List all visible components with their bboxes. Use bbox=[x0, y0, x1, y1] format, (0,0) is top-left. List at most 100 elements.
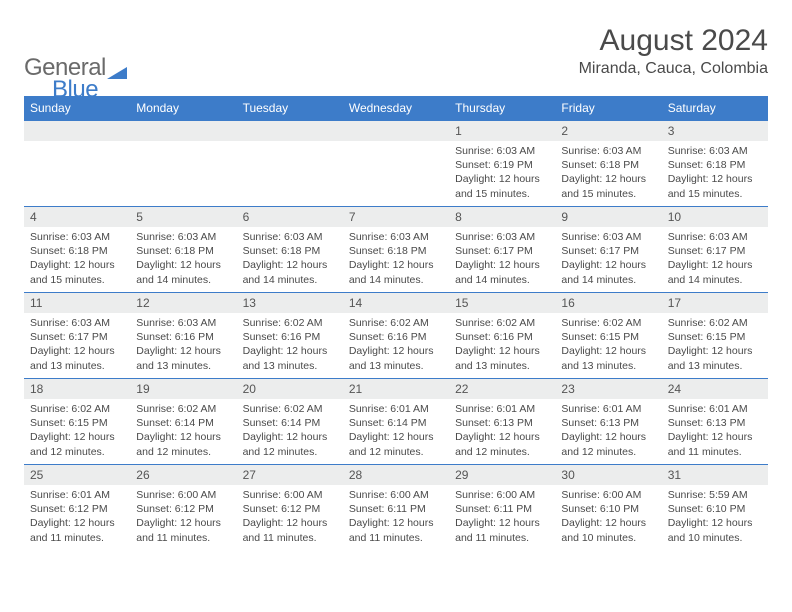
sunset-text: Sunset: 6:19 PM bbox=[455, 158, 549, 172]
day-number: 16 bbox=[555, 293, 661, 313]
sunrise-text: Sunrise: 6:02 AM bbox=[30, 402, 124, 416]
calendar-cell: 27Sunrise: 6:00 AMSunset: 6:12 PMDayligh… bbox=[237, 465, 343, 551]
calendar-cell: 30Sunrise: 6:00 AMSunset: 6:10 PMDayligh… bbox=[555, 465, 661, 551]
calendar-cell: 14Sunrise: 6:02 AMSunset: 6:16 PMDayligh… bbox=[343, 293, 449, 379]
calendar-cell: 21Sunrise: 6:01 AMSunset: 6:14 PMDayligh… bbox=[343, 379, 449, 465]
day-content: Sunrise: 6:02 AMSunset: 6:15 PMDaylight:… bbox=[24, 399, 130, 463]
sunrise-text: Sunrise: 6:01 AM bbox=[30, 488, 124, 502]
day-content: Sunrise: 6:03 AMSunset: 6:17 PMDaylight:… bbox=[449, 227, 555, 291]
day-content: Sunrise: 6:02 AMSunset: 6:15 PMDaylight:… bbox=[555, 313, 661, 377]
logo-text-blue2: Blue bbox=[52, 76, 98, 104]
day-content: Sunrise: 6:00 AMSunset: 6:11 PMDaylight:… bbox=[343, 485, 449, 549]
calendar-week: 25Sunrise: 6:01 AMSunset: 6:12 PMDayligh… bbox=[24, 465, 768, 551]
calendar-cell bbox=[24, 121, 130, 207]
day-number: 26 bbox=[130, 465, 236, 485]
day-content: Sunrise: 6:03 AMSunset: 6:16 PMDaylight:… bbox=[130, 313, 236, 377]
calendar-cell: 10Sunrise: 6:03 AMSunset: 6:17 PMDayligh… bbox=[662, 207, 768, 293]
sunset-text: Sunset: 6:16 PM bbox=[349, 330, 443, 344]
day-content: Sunrise: 6:00 AMSunset: 6:10 PMDaylight:… bbox=[555, 485, 661, 549]
sunset-text: Sunset: 6:13 PM bbox=[455, 416, 549, 430]
day-number: 3 bbox=[662, 121, 768, 141]
day-number: 25 bbox=[24, 465, 130, 485]
day-number: 9 bbox=[555, 207, 661, 227]
calendar-cell: 2Sunrise: 6:03 AMSunset: 6:18 PMDaylight… bbox=[555, 121, 661, 207]
sunrise-text: Sunrise: 6:01 AM bbox=[668, 402, 762, 416]
day-number: 13 bbox=[237, 293, 343, 313]
sunset-text: Sunset: 6:15 PM bbox=[30, 416, 124, 430]
calendar-cell bbox=[343, 121, 449, 207]
calendar-cell: 8Sunrise: 6:03 AMSunset: 6:17 PMDaylight… bbox=[449, 207, 555, 293]
day-content: Sunrise: 6:02 AMSunset: 6:16 PMDaylight:… bbox=[343, 313, 449, 377]
day-number: 15 bbox=[449, 293, 555, 313]
sunrise-text: Sunrise: 6:02 AM bbox=[243, 402, 337, 416]
day-of-week-row: SundayMondayTuesdayWednesdayThursdayFrid… bbox=[24, 96, 768, 121]
daylight-text: Daylight: 12 hours and 14 minutes. bbox=[668, 258, 762, 286]
calendar-cell: 31Sunrise: 5:59 AMSunset: 6:10 PMDayligh… bbox=[662, 465, 768, 551]
calendar-week: 1Sunrise: 6:03 AMSunset: 6:19 PMDaylight… bbox=[24, 121, 768, 207]
day-number: 27 bbox=[237, 465, 343, 485]
sunset-text: Sunset: 6:13 PM bbox=[668, 416, 762, 430]
day-number: 20 bbox=[237, 379, 343, 399]
day-number: 4 bbox=[24, 207, 130, 227]
day-content: Sunrise: 6:01 AMSunset: 6:12 PMDaylight:… bbox=[24, 485, 130, 549]
sunset-text: Sunset: 6:18 PM bbox=[349, 244, 443, 258]
calendar-cell: 15Sunrise: 6:02 AMSunset: 6:16 PMDayligh… bbox=[449, 293, 555, 379]
day-header-monday: Monday bbox=[130, 96, 236, 121]
day-content: Sunrise: 6:03 AMSunset: 6:18 PMDaylight:… bbox=[24, 227, 130, 291]
sunset-text: Sunset: 6:18 PM bbox=[561, 158, 655, 172]
calendar-cell: 1Sunrise: 6:03 AMSunset: 6:19 PMDaylight… bbox=[449, 121, 555, 207]
day-number: 11 bbox=[24, 293, 130, 313]
month-title: August 2024 bbox=[579, 24, 768, 58]
daylight-text: Daylight: 12 hours and 11 minutes. bbox=[30, 516, 124, 544]
sunrise-text: Sunrise: 6:03 AM bbox=[136, 230, 230, 244]
daylight-text: Daylight: 12 hours and 11 minutes. bbox=[349, 516, 443, 544]
daylight-text: Daylight: 12 hours and 11 minutes. bbox=[455, 516, 549, 544]
daylight-text: Daylight: 12 hours and 13 minutes. bbox=[561, 344, 655, 372]
daylight-text: Daylight: 12 hours and 12 minutes. bbox=[349, 430, 443, 458]
day-number: 30 bbox=[555, 465, 661, 485]
sunset-text: Sunset: 6:11 PM bbox=[349, 502, 443, 516]
day-number: 17 bbox=[662, 293, 768, 313]
daylight-text: Daylight: 12 hours and 13 minutes. bbox=[668, 344, 762, 372]
title-block: August 2024 Miranda, Cauca, Colombia bbox=[579, 24, 768, 78]
calendar-cell bbox=[237, 121, 343, 207]
day-number: 6 bbox=[237, 207, 343, 227]
day-content: Sunrise: 6:03 AMSunset: 6:17 PMDaylight:… bbox=[24, 313, 130, 377]
sunrise-text: Sunrise: 6:03 AM bbox=[561, 144, 655, 158]
daylight-text: Daylight: 12 hours and 12 minutes. bbox=[30, 430, 124, 458]
day-number-empty bbox=[237, 121, 343, 141]
sunrise-text: Sunrise: 6:03 AM bbox=[668, 144, 762, 158]
calendar-cell: 28Sunrise: 6:00 AMSunset: 6:11 PMDayligh… bbox=[343, 465, 449, 551]
day-number-empty bbox=[24, 121, 130, 141]
daylight-text: Daylight: 12 hours and 13 minutes. bbox=[136, 344, 230, 372]
day-content: Sunrise: 6:02 AMSunset: 6:15 PMDaylight:… bbox=[662, 313, 768, 377]
sunrise-text: Sunrise: 6:02 AM bbox=[349, 316, 443, 330]
sunrise-text: Sunrise: 6:02 AM bbox=[561, 316, 655, 330]
day-number: 19 bbox=[130, 379, 236, 399]
sunset-text: Sunset: 6:15 PM bbox=[668, 330, 762, 344]
sunset-text: Sunset: 6:18 PM bbox=[30, 244, 124, 258]
day-content: Sunrise: 6:02 AMSunset: 6:14 PMDaylight:… bbox=[130, 399, 236, 463]
day-number: 23 bbox=[555, 379, 661, 399]
day-number: 2 bbox=[555, 121, 661, 141]
day-content: Sunrise: 6:03 AMSunset: 6:18 PMDaylight:… bbox=[662, 141, 768, 205]
day-header-saturday: Saturday bbox=[662, 96, 768, 121]
sunrise-text: Sunrise: 6:01 AM bbox=[349, 402, 443, 416]
daylight-text: Daylight: 12 hours and 11 minutes. bbox=[243, 516, 337, 544]
day-header-tuesday: Tuesday bbox=[237, 96, 343, 121]
calendar-cell: 4Sunrise: 6:03 AMSunset: 6:18 PMDaylight… bbox=[24, 207, 130, 293]
calendar-cell: 7Sunrise: 6:03 AMSunset: 6:18 PMDaylight… bbox=[343, 207, 449, 293]
day-number: 22 bbox=[449, 379, 555, 399]
day-content: Sunrise: 6:01 AMSunset: 6:13 PMDaylight:… bbox=[555, 399, 661, 463]
calendar-cell: 9Sunrise: 6:03 AMSunset: 6:17 PMDaylight… bbox=[555, 207, 661, 293]
daylight-text: Daylight: 12 hours and 15 minutes. bbox=[455, 172, 549, 200]
sunset-text: Sunset: 6:14 PM bbox=[136, 416, 230, 430]
day-number: 14 bbox=[343, 293, 449, 313]
sunrise-text: Sunrise: 6:02 AM bbox=[136, 402, 230, 416]
daylight-text: Daylight: 12 hours and 12 minutes. bbox=[455, 430, 549, 458]
sunset-text: Sunset: 6:11 PM bbox=[455, 502, 549, 516]
calendar-cell: 19Sunrise: 6:02 AMSunset: 6:14 PMDayligh… bbox=[130, 379, 236, 465]
sunrise-text: Sunrise: 6:02 AM bbox=[243, 316, 337, 330]
sunset-text: Sunset: 6:18 PM bbox=[136, 244, 230, 258]
calendar-table: SundayMondayTuesdayWednesdayThursdayFrid… bbox=[24, 96, 768, 551]
